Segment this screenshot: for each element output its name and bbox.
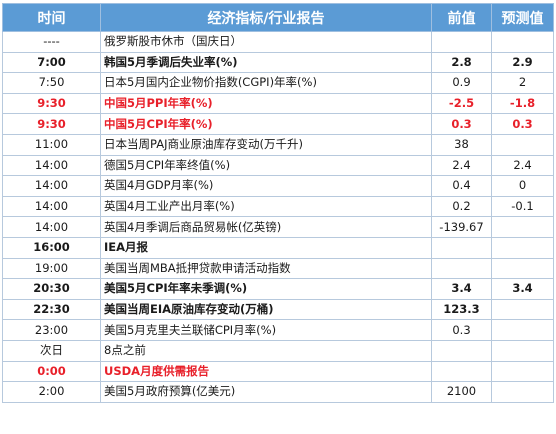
indicator-cell: 日本5月国内企业物价指数(CGPI)年率(%): [100, 72, 432, 94]
forecast-value-cell: [491, 257, 554, 280]
forecast-value-cell: [491, 298, 554, 321]
table-row: 次日 8点之前: [2, 339, 554, 362]
header-indicator: 经济指标/行业报告: [100, 3, 432, 32]
indicator-cell: 韩国5月季调后失业率(%): [100, 51, 432, 74]
time-cell: 7:00: [2, 51, 101, 74]
previous-value-cell: -2.5: [431, 92, 492, 115]
table-row: 7:50 日本5月国内企业物价指数(CGPI)年率(%) 0.9 2: [2, 72, 554, 94]
time-cell: 7:50: [2, 72, 101, 94]
indicator-cell: 8点之前: [100, 339, 432, 362]
table-row: 11:00 日本当周PAJ商业原油库存变动(万千升) 38: [2, 133, 554, 156]
previous-value-cell: [431, 31, 492, 53]
indicator-cell: 俄罗斯股市休市（国庆日）: [100, 31, 432, 53]
previous-value-cell: 38: [431, 133, 492, 156]
previous-value-cell: -139.67: [431, 216, 492, 238]
forecast-value-cell: [491, 216, 554, 238]
time-cell: 14:00: [2, 195, 101, 218]
table-row: 16:00 IEA月报: [2, 236, 554, 259]
forecast-value-cell: -1.8: [491, 92, 554, 115]
table-row: 23:00 美国5月克里夫兰联储CPI月率(%) 0.3: [2, 319, 554, 341]
forecast-value-cell: [491, 360, 554, 383]
previous-value-cell: [431, 236, 492, 259]
previous-value-cell: [431, 360, 492, 383]
indicator-cell: 日本当周PAJ商业原油库存变动(万千升): [100, 133, 432, 156]
table-row: 14:00 英国4月季调后商品贸易帐(亿英镑) -139.67: [2, 216, 554, 238]
indicator-cell: 美国当周MBA抵押贷款申请活动指数: [100, 257, 432, 280]
time-cell: 23:00: [2, 319, 101, 341]
time-cell: 14:00: [2, 216, 101, 238]
indicator-cell: 美国5月CPI年率未季调(%): [100, 278, 432, 300]
indicator-cell: 德国5月CPI年率终值(%): [100, 154, 432, 177]
time-cell: 22:30: [2, 298, 101, 321]
indicator-cell: 中国5月PPI年率(%): [100, 92, 432, 115]
forecast-value-cell: 2: [491, 72, 554, 94]
previous-value-cell: 0.4: [431, 175, 492, 197]
previous-value-cell: 0.9: [431, 72, 492, 94]
previous-value-cell: 0.3: [431, 319, 492, 341]
forecast-value-cell: [491, 31, 554, 53]
table-row: 14:00 德国5月CPI年率终值(%) 2.4 2.4: [2, 154, 554, 177]
forecast-value-cell: [491, 236, 554, 259]
indicator-cell: 英国4月工业产出月率(%): [100, 195, 432, 218]
previous-value-cell: 3.4: [431, 278, 492, 300]
table-row: 9:30 中国5月PPI年率(%) -2.5 -1.8: [2, 92, 554, 115]
indicator-cell: 美国5月政府预算(亿美元): [100, 381, 432, 403]
time-cell: 次日: [2, 339, 101, 362]
indicator-cell: 中国5月CPI年率(%): [100, 113, 432, 135]
time-cell: 14:00: [2, 175, 101, 197]
forecast-value-cell: 0: [491, 175, 554, 197]
forecast-value-cell: [491, 133, 554, 156]
previous-value-cell: [431, 257, 492, 280]
time-cell: 9:30: [2, 113, 101, 135]
indicator-cell: 美国5月克里夫兰联储CPI月率(%): [100, 319, 432, 341]
table-header-row: 时间 经济指标/行业报告 前值 预测值: [2, 3, 554, 32]
forecast-value-cell: [491, 339, 554, 362]
time-cell: 11:00: [2, 133, 101, 156]
time-cell: 2:00: [2, 381, 101, 403]
indicator-cell: IEA月报: [100, 236, 432, 259]
forecast-value-cell: 2.4: [491, 154, 554, 177]
time-cell: 14:00: [2, 154, 101, 177]
table-row: 7:00 韩国5月季调后失业率(%) 2.8 2.9: [2, 51, 554, 74]
forecast-value-cell: -0.1: [491, 195, 554, 218]
table-body: ---- 俄罗斯股市休市（国庆日） 7:00 韩国5月季调后失业率(%) 2.8 2.9 7…: [2, 31, 554, 403]
indicator-cell: 英国4月GDP月率(%): [100, 175, 432, 197]
header-forecast: 预测值: [491, 3, 554, 32]
previous-value-cell: 2.4: [431, 154, 492, 177]
header-time: 时间: [2, 3, 101, 32]
table-row: 14:00 英国4月工业产出月率(%) 0.2 -0.1: [2, 195, 554, 218]
time-cell: 0:00: [2, 360, 101, 383]
previous-value-cell: [431, 339, 492, 362]
table-row: 2:00 美国5月政府预算(亿美元) 2100: [2, 381, 554, 403]
previous-value-cell: 0.3: [431, 113, 492, 135]
time-cell: 16:00: [2, 236, 101, 259]
table-row: 0:00 USDA月度供需报告: [2, 360, 554, 383]
previous-value-cell: 2100: [431, 381, 492, 403]
table-row: ---- 俄罗斯股市休市（国庆日）: [2, 31, 554, 53]
forecast-value-cell: 2.9: [491, 51, 554, 74]
time-cell: 9:30: [2, 92, 101, 115]
time-cell: 19:00: [2, 257, 101, 280]
table-row: 9:30 中国5月CPI年率(%) 0.3 0.3: [2, 113, 554, 135]
table-row: 20:30 美国5月CPI年率未季调(%) 3.4 3.4: [2, 278, 554, 300]
time-cell: ----: [2, 31, 101, 53]
header-previous: 前值: [431, 3, 492, 32]
previous-value-cell: 0.2: [431, 195, 492, 218]
previous-value-cell: 123.3: [431, 298, 492, 321]
table-row: 19:00 美国当周MBA抵押贷款申请活动指数: [2, 257, 554, 280]
economic-calendar-table: 时间 经济指标/行业报告 前值 预测值 ---- 俄罗斯股市休市（国庆日） 7:00…: [2, 3, 554, 403]
table-row: 14:00 英国4月GDP月率(%) 0.4 0: [2, 175, 554, 197]
forecast-value-cell: [491, 381, 554, 403]
previous-value-cell: 2.8: [431, 51, 492, 74]
forecast-value-cell: 3.4: [491, 278, 554, 300]
indicator-cell: 英国4月季调后商品贸易帐(亿英镑): [100, 216, 432, 238]
indicator-cell: 美国当周EIA原油库存变动(万桶): [100, 298, 432, 321]
indicator-cell: USDA月度供需报告: [100, 360, 432, 383]
forecast-value-cell: 0.3: [491, 113, 554, 135]
table-row: 22:30 美国当周EIA原油库存变动(万桶) 123.3: [2, 298, 554, 321]
time-cell: 20:30: [2, 278, 101, 300]
forecast-value-cell: [491, 319, 554, 341]
